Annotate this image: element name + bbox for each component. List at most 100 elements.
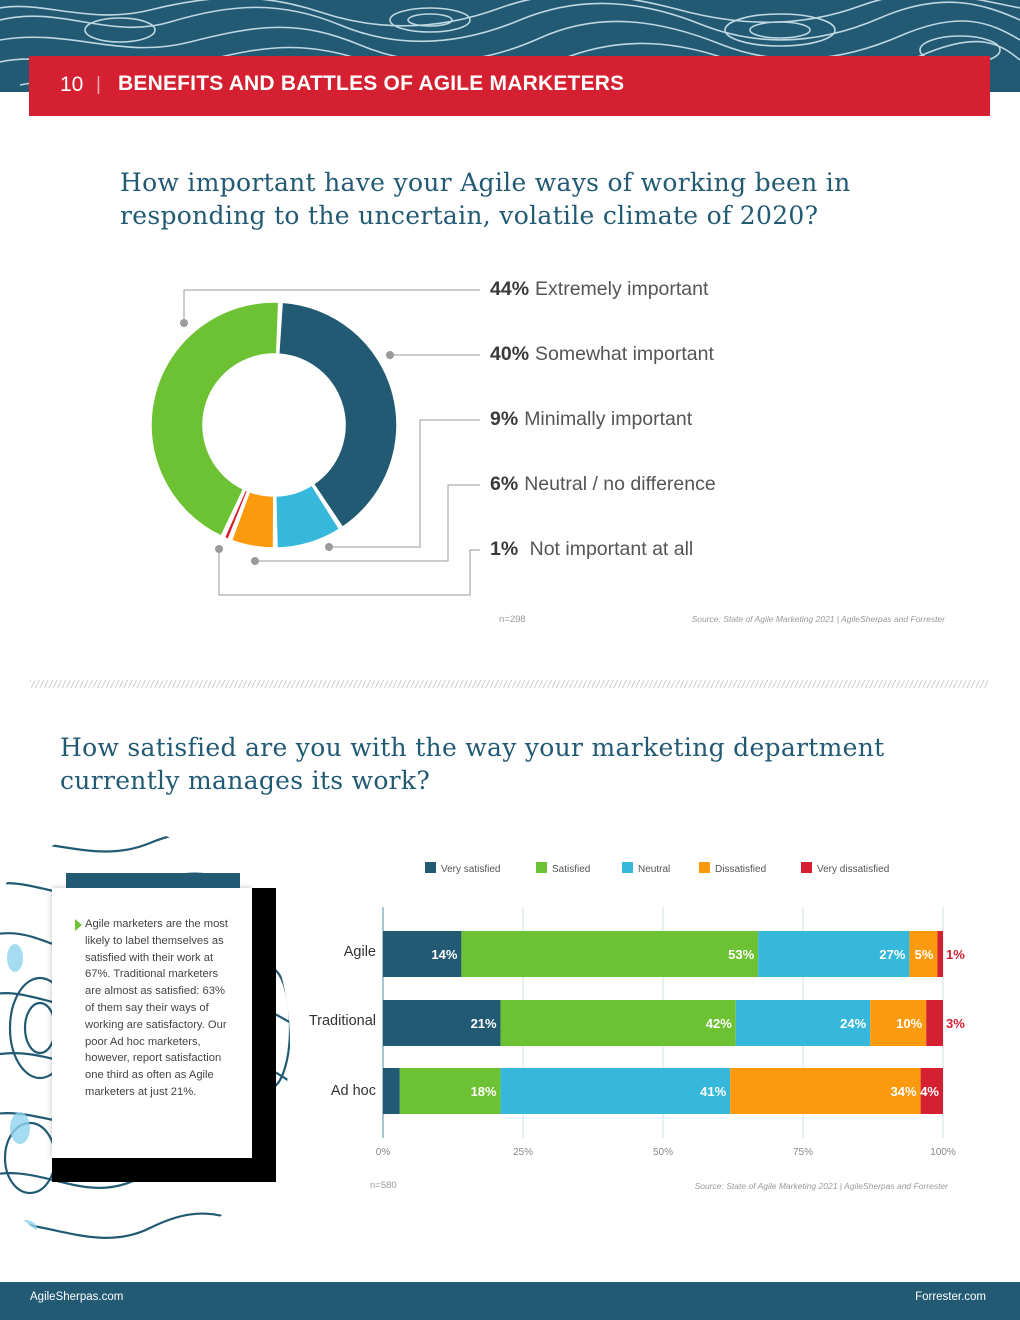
leader-line-neutral <box>255 484 480 562</box>
bar-segment <box>399 1068 501 1114</box>
slice-extremely-important <box>150 301 280 538</box>
legend-swatch <box>536 862 547 873</box>
bar-value-label: 5% <box>915 947 934 962</box>
footer-link-forrester[interactable]: Forrester.com <box>915 1291 986 1303</box>
legend-swatch <box>622 862 633 873</box>
bar-legend-satisfied: Satisfied <box>536 862 590 875</box>
slice-neutral <box>230 490 275 549</box>
bar-value-label: 4% <box>920 1084 939 1099</box>
bar-segment <box>730 1068 921 1114</box>
bar-segment <box>735 1000 871 1046</box>
source-note: Source: State of Agile Marketing 2021 | … <box>694 1181 948 1191</box>
bar-value-label: 21% <box>471 1016 497 1031</box>
legend-pct: 40% <box>490 343 530 365</box>
bar-segment <box>920 1068 943 1114</box>
bar-value-label: 27% <box>879 947 905 962</box>
legend-label: Very dissatisfied <box>817 864 890 875</box>
bar-value-label: 42% <box>706 1016 732 1031</box>
legend-label: Neutral / no difference <box>524 473 716 495</box>
legend-label: Not important at all <box>524 538 694 560</box>
leader-line-extremely <box>183 289 480 323</box>
bar-value-label: 34% <box>891 1084 917 1099</box>
bar-legend-very-satisfied: Very satisfied <box>425 862 500 875</box>
x-tick-label: 50% <box>653 1147 673 1158</box>
bar-segment <box>500 1068 731 1114</box>
bar-category-ad-hoc: Ad hoc <box>330 1083 376 1099</box>
x-tick-label: 75% <box>793 1147 813 1158</box>
leader-dot-not-important <box>215 545 223 553</box>
question1-title: How important have your Agile ways of wo… <box>120 168 851 230</box>
bar-segment <box>937 931 943 977</box>
legend-label: Extremely important <box>535 278 709 300</box>
legend-item-minimally-important: 9% Minimally important <box>490 408 692 431</box>
legend-pct: 6% <box>490 473 519 495</box>
legend-swatch <box>801 862 812 873</box>
callout-arrow-icon <box>75 919 82 931</box>
bar-value-label: 41% <box>700 1084 726 1099</box>
legend-pct: 44% <box>490 278 530 300</box>
callout-top-bar <box>66 873 240 888</box>
bar-segment <box>926 1000 943 1046</box>
leader-dot-somewhat <box>386 351 394 359</box>
leader-dot-extremely <box>180 319 188 327</box>
page-number: 10 <box>60 73 84 96</box>
bar-category-agile: Agile <box>343 944 376 960</box>
bar-segment <box>758 931 910 977</box>
callout-text: Agile marketers are the most likely to l… <box>85 918 229 1098</box>
x-tick-label: 25% <box>513 1147 533 1158</box>
bar-value-label: 1% <box>946 947 965 962</box>
slice-minimally-important <box>274 484 341 549</box>
footer-link-agilesherpas[interactable]: AgileSherpas.com <box>30 1291 124 1303</box>
bar-segment <box>383 931 462 977</box>
section-title: BENEFITS AND BATTLES OF AGILE MARKETERS <box>118 72 625 95</box>
legend-item-neutral: 6% Neutral / no difference <box>490 473 716 496</box>
sample-size-note: n=298 <box>499 614 526 625</box>
legend-item-somewhat-important: 40% Somewhat important <box>490 343 714 366</box>
legend-label: Dissatisfied <box>715 864 767 875</box>
question2-title: How satisfied are you with the way your … <box>60 733 885 795</box>
header-separator: | <box>96 74 101 95</box>
bar-segment <box>870 1000 927 1046</box>
x-tick-label: 100% <box>930 1147 956 1158</box>
source-note: Source: State of Agile Marketing 2021 | … <box>691 614 945 624</box>
bar-category-traditional: Traditional <box>308 1013 376 1029</box>
satisfaction-stacked-bar-chart: 14%53%27%5%1%21%42%24%10%3%3%18%41%34%4%… <box>376 907 965 1158</box>
bar-value-label: 18% <box>471 1084 497 1099</box>
leader-line-minimally <box>329 419 480 548</box>
slice-somewhat-important <box>277 301 398 529</box>
legend-item-not-important: 1% Not important at all <box>490 538 693 561</box>
legend-label: Minimally important <box>524 408 693 430</box>
bar-value-label: 10% <box>896 1016 922 1031</box>
section-header-bar <box>29 56 990 116</box>
bar-value-label: 14% <box>431 947 457 962</box>
bar-value-label: 3% <box>946 1016 965 1031</box>
footer-bar <box>0 1282 1020 1320</box>
leader-lines <box>183 289 480 596</box>
bar-segment <box>909 931 938 977</box>
bar-segment <box>383 1000 501 1046</box>
legend-pct: 9% <box>490 408 519 430</box>
bar-segment <box>383 1068 400 1114</box>
bar-segment <box>500 1000 736 1046</box>
slice-not-important <box>223 488 249 541</box>
bar-value-label: 53% <box>728 947 754 962</box>
legend-swatch <box>425 862 436 873</box>
legend-label: Satisfied <box>552 864 591 875</box>
bar-legend-very-dissatisfied: Very dissatisfied <box>801 862 889 875</box>
bar-segments: 14%53%27%5%1%21%42%24%10%3%3%18%41%34%4% <box>383 931 965 1114</box>
leader-dot-minimally <box>325 543 333 551</box>
leader-line-not-important <box>218 549 480 596</box>
callout-card <box>52 888 252 1158</box>
bar-legend-neutral: Neutral <box>622 862 670 875</box>
legend-item-extremely-important: 44% Extremely important <box>490 278 708 301</box>
sample-size-note: n=580 <box>370 1180 397 1191</box>
bar-x-ticks: 0% 25% 50% 75% 100% <box>376 1147 956 1158</box>
legend-swatch <box>699 862 710 873</box>
x-tick-label: 0% <box>376 1147 391 1158</box>
leader-dot-neutral <box>251 557 259 565</box>
bar-value-label: 24% <box>840 1016 866 1031</box>
bar-segment <box>461 931 759 977</box>
section-divider <box>30 680 988 688</box>
legend-label: Somewhat important <box>535 343 714 365</box>
donut-slices <box>150 301 398 549</box>
